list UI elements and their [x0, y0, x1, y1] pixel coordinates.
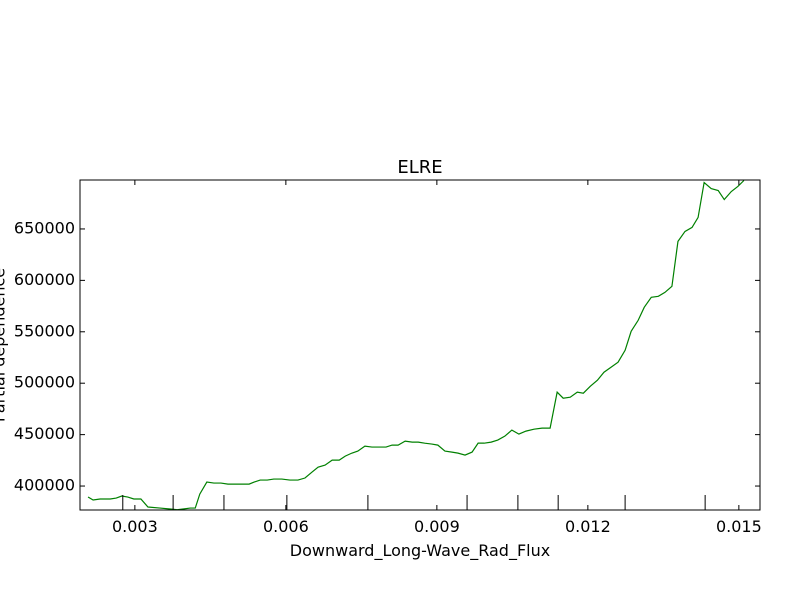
y-tick-label: 600000 — [14, 270, 75, 289]
x-axis-label: Downward_Long-Wave_Rad_Flux — [290, 541, 550, 561]
x-tick-label: 0.009 — [414, 517, 460, 536]
chart-title: ELRE — [397, 157, 442, 178]
y-axis-label: Partial dependence — [0, 268, 9, 422]
y-tick-label: 550000 — [14, 321, 75, 340]
y-tick-label: 400000 — [14, 476, 75, 495]
x-tick-label: 0.006 — [263, 517, 309, 536]
plot-frame — [79, 179, 761, 511]
x-tick-label: 0.012 — [565, 517, 611, 536]
x-tick-label: 0.003 — [112, 517, 158, 536]
y-tick-label: 450000 — [14, 424, 75, 443]
data-line — [87, 180, 745, 510]
x-tick-label: 0.015 — [716, 517, 762, 536]
y-tick-label: 500000 — [14, 373, 75, 392]
y-tick-label: 650000 — [14, 218, 75, 237]
